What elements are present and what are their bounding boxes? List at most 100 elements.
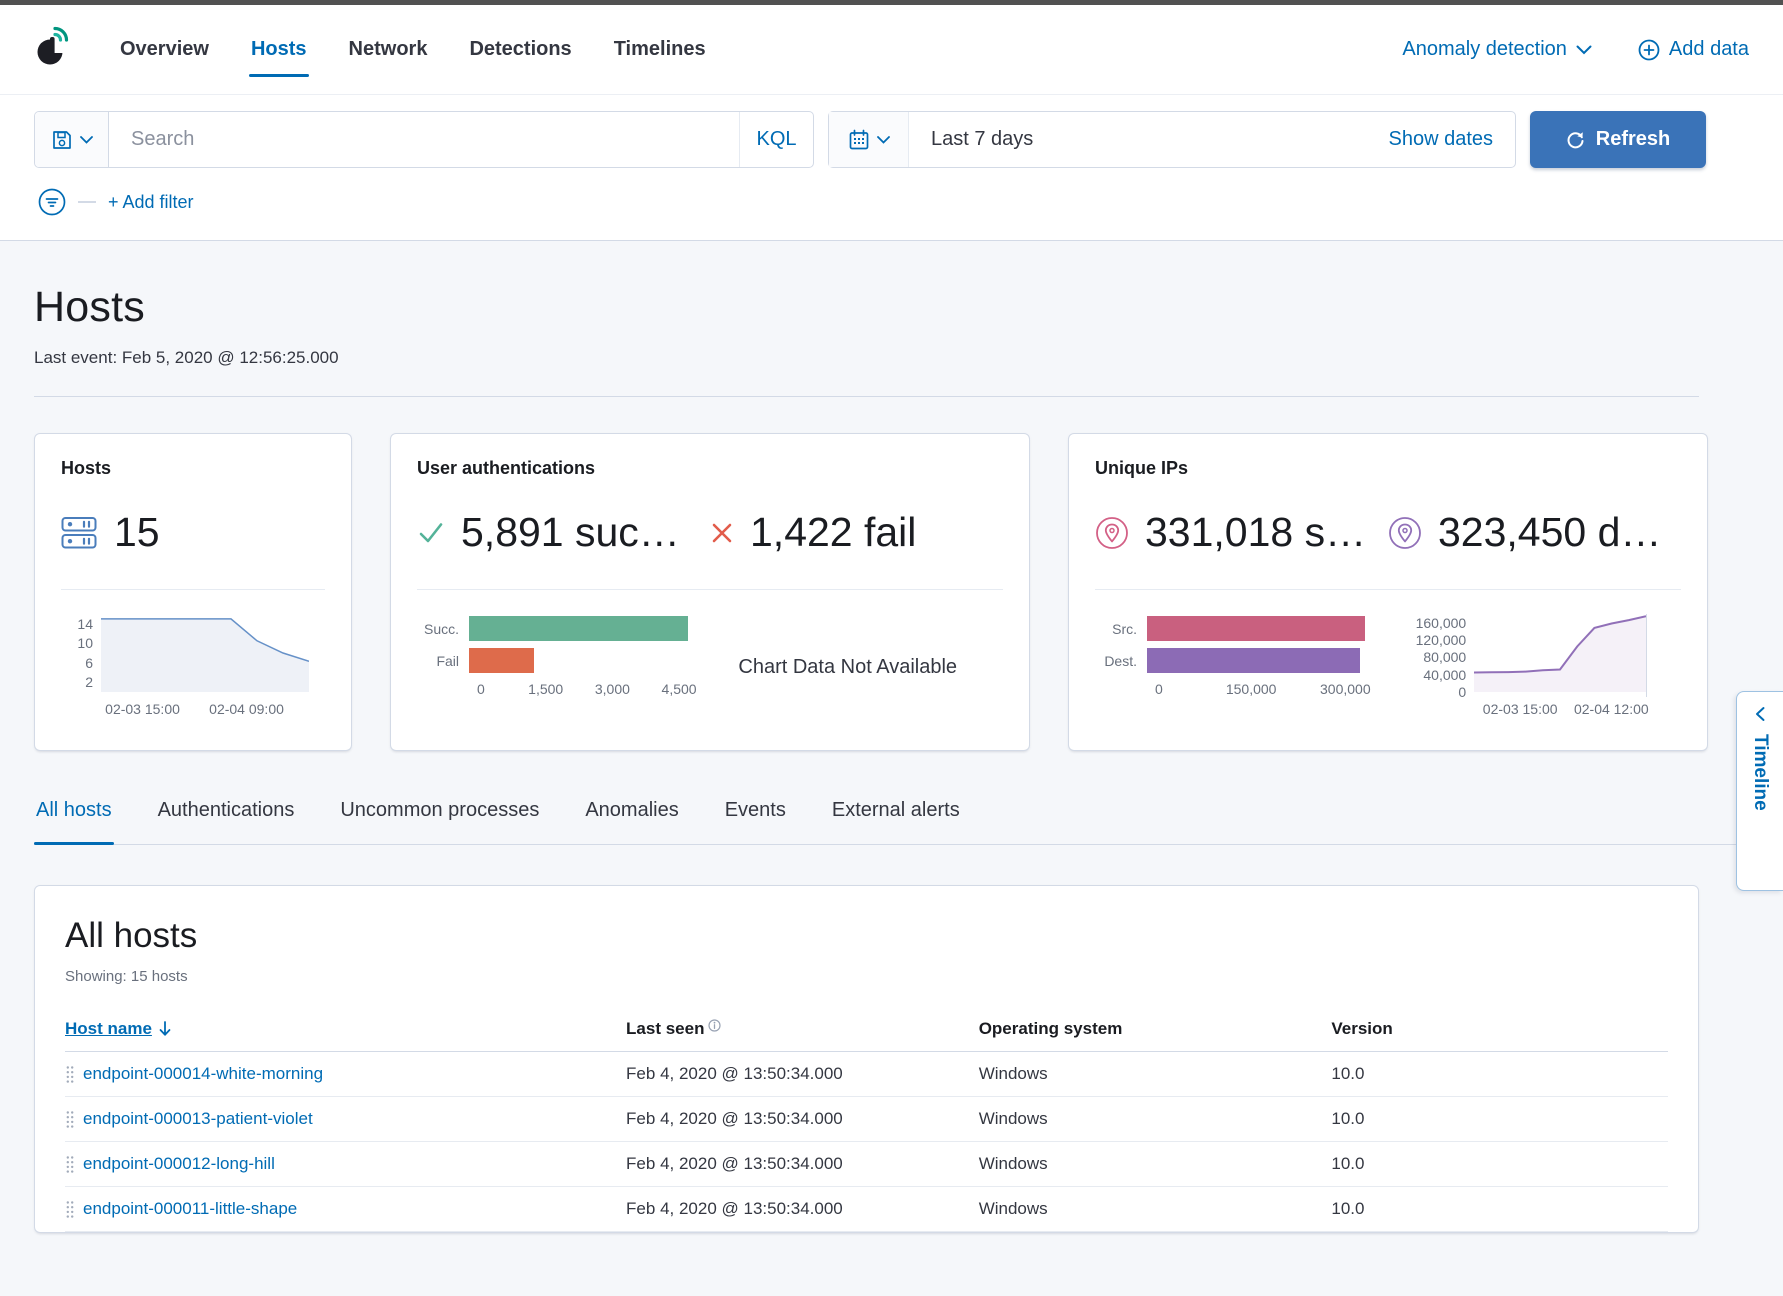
bar <box>469 616 688 641</box>
bar-row: Dest. <box>1095 648 1370 673</box>
chevron-down-icon <box>79 135 93 144</box>
os-value: Windows <box>978 1199 1048 1218</box>
version-value: 10.0 <box>1331 1064 1365 1083</box>
siem-logo-icon[interactable] <box>34 25 78 74</box>
refresh-label: Refresh <box>1595 128 1671 150</box>
bar <box>1147 616 1365 641</box>
add-data-button[interactable]: Add data <box>1638 38 1749 61</box>
hosts-area-chart: 14 10 6 2 02-03 15:00 02-04 09:00 <box>61 608 310 726</box>
ips-area-chart: 160,000 120,000 80,000 40,000 0 02-03 15:00 0… <box>1404 608 1649 726</box>
card-title: Unique IPs <box>1095 458 1189 478</box>
window-top-edge <box>0 0 1783 5</box>
query-bar: KQL Last 7 days Show dates Refresh <box>0 95 1783 240</box>
drag-handle-icon[interactable] <box>65 1065 75 1084</box>
last-seen-value: Feb 4, 2020 @ 13:50:34.000 <box>626 1154 843 1173</box>
version-value: 10.0 <box>1331 1199 1365 1218</box>
host-name-sort-header[interactable]: Host name <box>65 1019 172 1039</box>
last-seen-value: Feb 4, 2020 @ 13:50:34.000 <box>626 1109 843 1128</box>
show-dates-button[interactable]: Show dates <box>1388 128 1493 150</box>
all-hosts-panel: All hosts Showing: 15 hosts Host name La… <box>34 885 1699 1233</box>
search-input[interactable] <box>109 112 739 167</box>
tab-uncommon-processes[interactable]: Uncommon processes <box>340 799 540 821</box>
page-title: Hosts <box>34 283 145 331</box>
date-range-value[interactable]: Last 7 days <box>931 128 1034 150</box>
bar-label: Succ. <box>423 620 459 637</box>
tab-anomalies[interactable]: Anomalies <box>585 799 679 821</box>
nav-tab-overview[interactable]: Overview <box>120 38 209 60</box>
last-event-timestamp: Last event: Feb 5, 2020 @ 12:56:25.000 <box>34 348 339 367</box>
drag-handle-icon[interactable] <box>65 1200 75 1219</box>
date-quick-menu-button[interactable] <box>829 112 909 167</box>
axis-tick: 14 <box>77 615 93 632</box>
host-link[interactable]: endpoint-000014-white-morning <box>83 1064 324 1083</box>
auth-bar-chart: Succ. Fail 0 1,500 3,000 4,500 <box>417 608 697 726</box>
card-title: Hosts <box>61 458 112 478</box>
bar-row: Fail <box>417 648 692 673</box>
app-header: Overview Hosts Network Detections Timeli… <box>0 5 1783 95</box>
calendar-icon <box>849 129 868 149</box>
bar-label: Src. <box>1112 620 1137 637</box>
chevron-down-icon <box>1576 45 1592 54</box>
showing-count: Showing: 15 hosts <box>65 968 188 985</box>
filter-icon[interactable] <box>38 188 66 216</box>
nav-tab-timelines[interactable]: Timelines <box>613 38 706 60</box>
card-divider <box>1095 589 1681 590</box>
axis-tick: 6 <box>85 654 93 671</box>
saved-query-menu-button[interactable] <box>35 112 109 167</box>
version-value: 10.0 <box>1331 1109 1365 1128</box>
query-language-button[interactable]: KQL <box>739 112 813 167</box>
axis-tick: 02-03 15:00 <box>1482 701 1558 717</box>
version-header-label: Version <box>1331 1019 1393 1038</box>
os-header-label: Operating system <box>978 1019 1123 1038</box>
timeline-flyout-button[interactable]: Timeline <box>1736 691 1783 891</box>
host-link[interactable]: endpoint-000013-patient-violet <box>83 1109 313 1128</box>
nav-tab-hosts[interactable]: Hosts <box>248 8 309 91</box>
axis-tick: 300,000 <box>1319 681 1371 697</box>
refresh-icon <box>1567 132 1584 149</box>
nav-tab-network[interactable]: Network <box>348 38 428 60</box>
timeline-label: Timeline <box>1750 734 1771 811</box>
host-link[interactable]: endpoint-000011-little-shape <box>83 1199 298 1218</box>
bar-row: Succ. <box>417 616 692 641</box>
hosts-kpi-card: Hosts 15 14 10 6 2 <box>34 433 352 751</box>
last-seen-header-label: Last seen <box>626 1019 705 1038</box>
axis-tick: 4,500 <box>661 681 697 697</box>
drag-handle-icon[interactable] <box>65 1155 75 1174</box>
auth-success-count: 5,891 suc… <box>461 509 680 555</box>
add-filter-button[interactable]: + Add filter <box>108 191 194 212</box>
bar-label: Fail <box>436 652 459 669</box>
chevron-left-icon <box>1756 707 1765 721</box>
tab-external-alerts[interactable]: External alerts <box>831 799 960 821</box>
bar-label: Dest. <box>1104 652 1137 669</box>
bar <box>1147 648 1360 673</box>
anomaly-detection-menu[interactable]: Anomaly detection <box>1402 38 1592 61</box>
user-authentications-kpi-card: User authentications 5,891 suc… 1,422 fa… <box>390 433 1030 751</box>
axis-tick: 150,000 <box>1225 681 1277 697</box>
nav-tab-detections[interactable]: Detections <box>469 38 572 60</box>
section-divider <box>34 396 1699 397</box>
x-icon <box>712 523 732 542</box>
axis-tick: 02-04 12:00 <box>1573 701 1649 717</box>
hosts-page: Hosts Last event: Feb 5, 2020 @ 12:56:25… <box>0 240 1783 1296</box>
kpi-cards: Hosts 15 14 10 6 2 <box>34 433 1749 751</box>
tab-events[interactable]: Events <box>724 799 786 821</box>
source-ips-count: 331,018 s… <box>1145 509 1367 555</box>
tab-authentications[interactable]: Authentications <box>157 799 295 821</box>
primary-nav: Overview Hosts Network Detections Timeli… <box>118 8 708 91</box>
axis-tick: 40,000 <box>1423 666 1467 683</box>
version-value: 10.0 <box>1331 1154 1365 1173</box>
hosts-count: 15 <box>114 509 160 555</box>
host-link[interactable]: endpoint-000012-long-hill <box>83 1154 275 1173</box>
chart-no-data-message: Chart Data Not Available <box>738 655 958 678</box>
axis-tick: 02-04 09:00 <box>209 701 284 717</box>
anomaly-detection-label: Anomaly detection <box>1402 38 1567 60</box>
tab-all-hosts[interactable]: All hosts <box>34 799 114 845</box>
host-name-header-label: Host name <box>65 1019 152 1038</box>
chevron-down-icon <box>876 135 890 144</box>
unique-ips-kpi-card: Unique IPs 331,018 s… 32 <box>1068 433 1708 751</box>
table-row: endpoint-000014-white-morning Feb 4, 202… <box>65 1052 1668 1097</box>
refresh-button[interactable]: Refresh <box>1530 111 1706 168</box>
drag-handle-icon[interactable] <box>65 1110 75 1129</box>
card-divider <box>417 589 1003 590</box>
axis-tick: 0 <box>477 681 485 697</box>
